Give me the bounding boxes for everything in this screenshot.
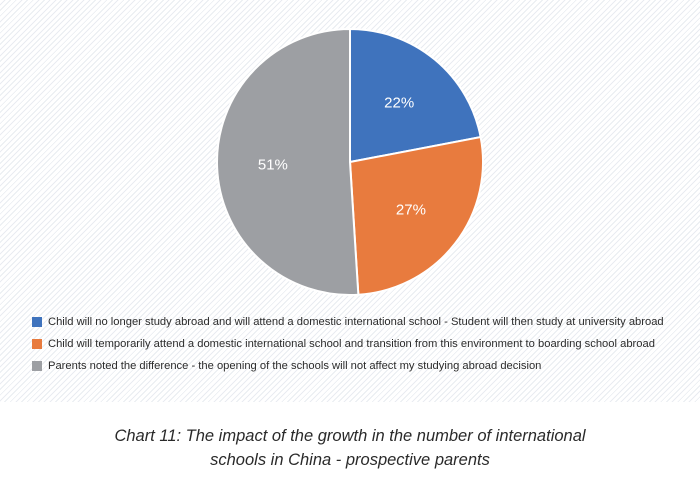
pie-chart: 22% 27% 51% xyxy=(216,27,484,296)
chart-caption: Chart 11: The impact of the growth in th… xyxy=(0,424,700,472)
legend-label: Parents noted the difference - the openi… xyxy=(48,360,542,372)
legend-label: Child will no longer study abroad and wi… xyxy=(48,316,664,328)
slice-value-label: 22% xyxy=(384,95,414,112)
legend-label: Child will temporarily attend a domestic… xyxy=(48,338,655,350)
caption-line-2: schools in China - prospective parents xyxy=(210,451,490,469)
pie-slice xyxy=(349,27,482,164)
slice-value-label: 27% xyxy=(396,201,426,218)
legend-swatch xyxy=(32,339,42,349)
legend-swatch xyxy=(32,361,42,371)
legend-item: Parents noted the difference - the openi… xyxy=(32,355,682,377)
legend: Child will no longer study abroad and wi… xyxy=(32,311,682,377)
caption-line-1: Chart 11: The impact of the growth in th… xyxy=(114,427,586,445)
chart-panel: 22% 27% 51% Child will no longer study abr… xyxy=(0,0,700,402)
legend-swatch xyxy=(32,317,42,327)
legend-item: Child will no longer study abroad and wi… xyxy=(32,311,682,333)
pie-slice xyxy=(348,135,484,296)
pie-slice xyxy=(216,27,360,296)
slice-value-label: 51% xyxy=(258,156,288,173)
legend-item: Child will temporarily attend a domestic… xyxy=(32,333,682,355)
